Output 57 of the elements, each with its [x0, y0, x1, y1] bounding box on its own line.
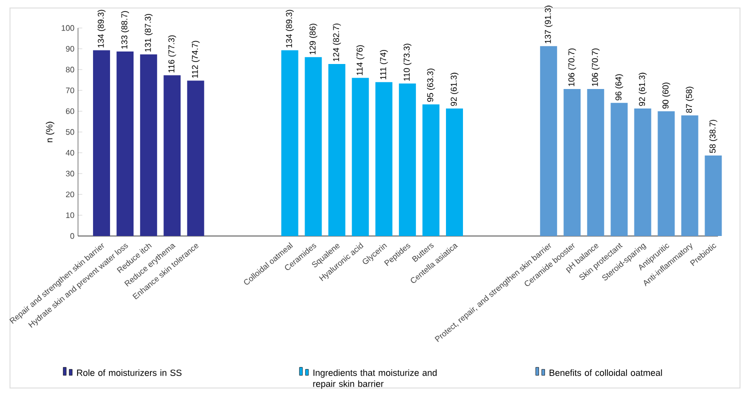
y-axis-title: n (%) [46, 122, 54, 142]
data-label: 131 (87.3) [144, 14, 153, 52]
bar [564, 88, 581, 236]
y-tick-label: 20 [66, 192, 74, 198]
data-label: 106 (70.7) [568, 48, 576, 86]
y-tick-label: 10 [66, 212, 74, 218]
data-label: 90 (60) [662, 82, 670, 109]
y-tick-label: 60 [66, 108, 74, 114]
bar [93, 50, 110, 236]
y-tick-label: 100 [62, 25, 74, 31]
y-tick-label: 80 [66, 66, 74, 72]
data-label: 134 (89.3) [286, 10, 294, 48]
data-label: 124 (82.7) [332, 24, 341, 62]
data-label: 58 (38.7) [709, 120, 718, 153]
bar [681, 115, 698, 236]
y-tick-label: 40 [66, 150, 74, 156]
data-label: 137 (91.3) [544, 6, 553, 44]
data-label: 95 (63.3) [426, 68, 435, 102]
y-tick-label: 0 [70, 233, 74, 239]
data-label: 114 (76) [356, 45, 364, 76]
legend-label: Ingredients that moisturize and repair skin barrier [313, 369, 437, 389]
legend-label: Benefits of colloidal oatmeal [550, 369, 662, 376]
bar [634, 108, 652, 236]
bar [304, 57, 322, 236]
bar [540, 46, 558, 236]
bar [587, 88, 604, 236]
legend-label: Role of moisturizers in SS [77, 369, 182, 376]
data-label: 111 (74) [380, 50, 388, 80]
data-label: 106 (70.7) [592, 48, 600, 86]
bar [375, 82, 392, 236]
data-label: 129 (86) [309, 24, 318, 54]
y-tick-label: 30 [66, 170, 74, 176]
data-label: 134 (89.3) [98, 10, 106, 48]
bar [704, 156, 722, 236]
bar [187, 80, 204, 236]
bar [328, 64, 346, 236]
data-label: 92 (61.3) [638, 72, 647, 106]
bar [610, 102, 628, 236]
data-label: 110 (73.3) [403, 44, 412, 81]
bar [422, 104, 440, 236]
y-tick-label: 90 [66, 46, 74, 52]
bar [140, 54, 158, 236]
y-tick-label: 50 [66, 129, 74, 135]
data-label: 87 (58) [686, 86, 694, 113]
bar [658, 111, 675, 236]
data-label: 133 (88.7) [121, 11, 130, 49]
bar [446, 108, 463, 236]
bar [352, 78, 369, 236]
y-tick-label: 70 [66, 88, 74, 94]
data-label: 92 (61.3) [450, 72, 458, 106]
bar [116, 52, 134, 236]
bar [164, 75, 181, 236]
bar [281, 50, 298, 236]
data-label: 116 (77.3) [168, 35, 176, 72]
data-label: 96 (64) [615, 74, 624, 100]
bar [398, 84, 416, 236]
data-label: 112 (74.7) [192, 40, 200, 78]
